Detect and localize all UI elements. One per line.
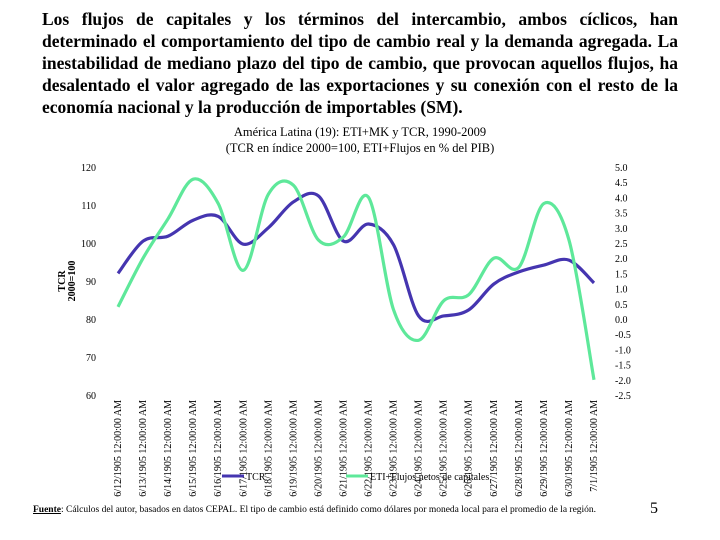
x-tick-label: 6/19/1905 12:00:00 AM [288,400,299,497]
x-tick-label: 6/21/1905 12:00:00 AM [338,400,349,497]
page-number: 5 [650,500,658,517]
x-tick-label: 6/26/1905 12:00:00 AM [464,400,475,497]
y-tick-label: 100 [81,239,96,250]
x-tick-label: 6/22/1905 12:00:00 AM [364,400,375,497]
x-tick-label: 6/18/1905 12:00:00 AM [263,400,274,497]
y2-tick-label: 4.0 [615,193,628,204]
y2-tick-label: 0.0 [615,315,628,326]
y2-tick-label: 1.5 [615,269,628,280]
x-tick-label: 6/13/1905 12:00:00 AM [138,400,149,497]
y-tick-label: 80 [86,315,96,326]
x-tick-label: 6/28/1905 12:00:00 AM [514,400,525,497]
legend-label: TCR [246,472,266,483]
x-tick-label: 6/15/1905 12:00:00 AM [188,400,199,497]
y2-tick-label: 3.0 [615,224,628,235]
y2-tick-label: -1.0 [615,345,631,356]
x-tick-label: 6/17/1905 12:00:00 AM [238,400,249,497]
footnote-label: Fuente [33,505,61,515]
y2-tick-label: 5.0 [615,163,628,174]
chart-subtitle: (TCR en índice 2000=100, ETI+Flujos en %… [226,141,495,155]
footnote: Fuente: Cálculos del autor, basados en d… [33,505,596,515]
series-line [116,191,596,324]
footnote-text: : Cálculos del autor, basados en datos C… [60,505,597,515]
y-tick-label: 60 [86,391,96,402]
y2-tick-label: 0.5 [615,300,628,311]
x-tick-label: 6/14/1905 12:00:00 AM [163,400,174,497]
x-tick-label: 7/1/1905 12:00:00 AM [589,400,600,492]
y-tick-label: 70 [86,353,96,364]
x-tick-label: 6/20/1905 12:00:00 AM [313,400,324,497]
y-axis-label: TCR2000=100 [57,261,78,302]
y2-tick-label: -2.5 [615,391,631,402]
x-tick-label: 6/12/1905 12:00:00 AM [113,400,124,497]
legend-label: ETI+Flujos netos de capitales [370,472,489,483]
y-axis-label-line: TCR [57,270,68,292]
chart-title: América Latina (19): ETI+MK y TCR, 1990-… [234,125,486,139]
y-tick-label: 120 [81,163,96,174]
y2-tick-label: 2.0 [615,254,628,265]
x-tick-label: 6/24/1905 12:00:00 AM [414,400,425,497]
y2-tick-label: 1.0 [615,285,628,296]
y-tick-label: 110 [81,201,96,212]
x-tick-label: 6/29/1905 12:00:00 AM [539,400,550,497]
x-tick-label: 6/30/1905 12:00:00 AM [564,400,575,497]
x-tick-label: 6/23/1905 12:00:00 AM [389,400,400,497]
y2-tick-label: -0.5 [615,330,631,341]
x-tick-label: 6/16/1905 12:00:00 AM [213,400,224,497]
y2-tick-label: -1.5 [615,361,631,372]
x-tick-label: 6/27/1905 12:00:00 AM [489,400,500,497]
x-tick-label: 6/25/1905 12:00:00 AM [439,400,450,497]
y2-tick-label: 2.5 [615,239,628,250]
y2-tick-label: 4.5 [615,178,628,189]
series-line [116,177,596,381]
y2-tick-label: 3.5 [615,209,628,220]
y-tick-label: 90 [86,277,96,288]
y2-tick-label: -2.0 [615,376,631,387]
paragraph: Los flujos de capitales y los términos d… [42,9,678,117]
y-axis-label-line: 2000=100 [67,261,78,302]
